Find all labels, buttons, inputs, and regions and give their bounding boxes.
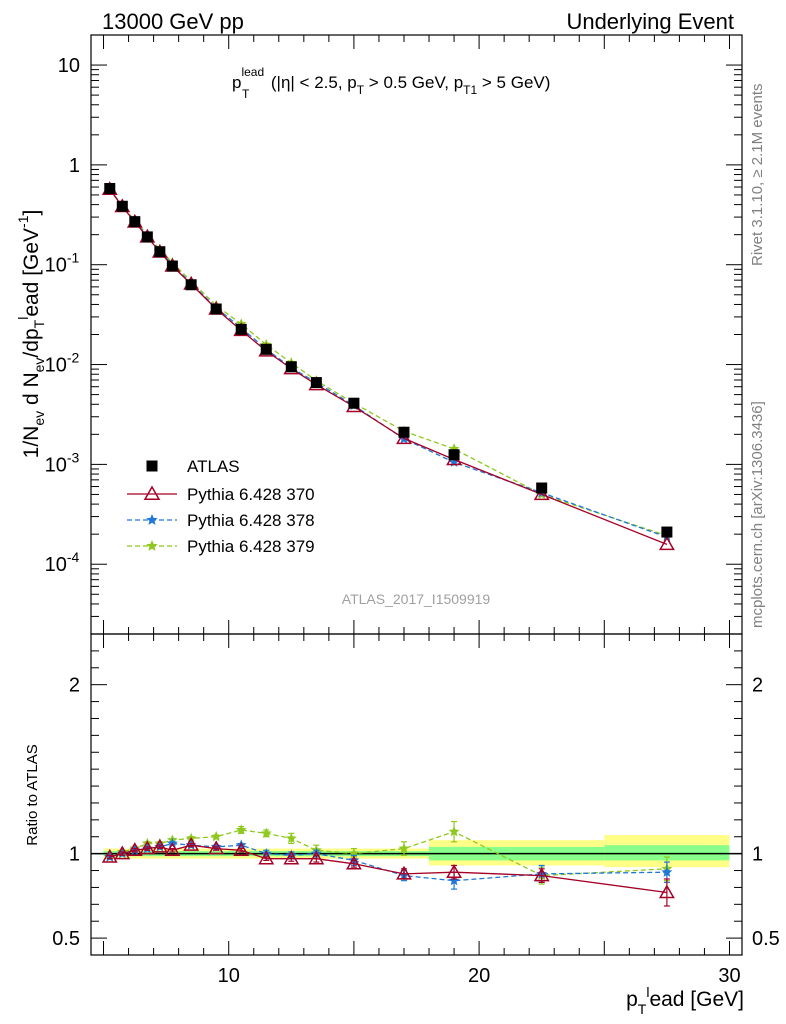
rivet-label: Rivet 3.1.10, ≥ 2.1M events [749,84,766,267]
x-tick-label: 30 [718,965,740,987]
point-p370 [658,536,675,551]
main-title-rest3: > 5 GeV) [477,73,550,92]
point-atlas [104,183,116,195]
series-line-p379 [109,188,668,537]
ratio-point-p379 [260,827,272,838]
ratio-point-p370 [396,865,412,880]
band-green [604,845,730,861]
main-title-sup: lead [241,65,264,79]
analysis-watermark: ATLAS_2017_I1509919 [342,591,491,607]
ratio-point-p370 [258,850,275,865]
mcplots-label: mcplots.cern.ch [arXiv:1306.3436] [749,401,766,628]
ratio-point-p379 [210,831,222,842]
legend-marker-p379 [146,540,158,551]
legend-label-p370: Pythia 6.428 370 [187,485,315,504]
point-atlas [154,246,166,258]
ratio-point-p370 [183,837,200,851]
ratio-ytick-label: 0.5 [52,928,80,950]
point-atlas [348,397,360,409]
ratio-ytick-label-right: 1 [752,844,763,866]
main-ytick-label: 10-3 [45,449,80,476]
main-title-rest1: (|η| < 2.5, p [266,73,357,92]
point-atlas [448,449,460,461]
ratio-point-p370 [139,840,156,855]
main-plot: 10 1 10-1 10-2 10-3 10-4 [45,34,743,635]
ratio-ytick-label-right: 0.5 [752,928,780,950]
point-atlas [166,260,178,272]
legend-marker-atlas [146,460,158,472]
x-axis-label: pTlead [GeV] [626,984,744,1017]
main-title-rest2: > 0.5 GeV, p [364,73,463,92]
point-p370 [533,486,550,501]
ratio-point-p379 [285,832,297,844]
ratio-ytick-label: 1 [69,844,80,866]
main-title-sub2: T [357,83,365,97]
ratio-point-p370 [164,842,181,856]
ratio-ytick-label: 2 [69,675,80,697]
ratio-line-p379 [109,829,667,877]
ratio-point-p379 [235,824,247,835]
main-ytick-label: 10-4 [45,549,80,576]
ratio-plot: 10 20 30 0.5 0.5 1 1 2 2 [52,633,780,987]
main-ylabel: 1/Nev d Nev/dpTlead [GeV-1] [15,210,47,459]
point-atlas [285,361,297,373]
ratio-point-p378 [661,866,673,877]
legend-marker-p370 [143,485,161,500]
legend-label-atlas: ATLAS [187,457,240,476]
ratio-point-p370 [533,867,550,882]
ratio-point-p370 [233,842,250,856]
ratio-ytick-label-right: 2 [752,675,763,697]
main-ytick-label: 10-2 [45,350,80,377]
x-tick-label: 20 [468,965,490,987]
main-ytick-label: 10 [58,55,80,77]
main-title-sub3: T1 [463,83,477,97]
ratio-point-p370 [283,850,300,865]
main-title: plead (|η| < 2.5, pT > 0.5 GeV, pT1 > 5 … [232,65,550,97]
ratio-point-p370 [345,855,362,870]
ratio-point-p370 [101,848,118,863]
header-left: 13000 GeV pp [102,9,244,34]
ratio-point-p370 [446,864,463,878]
main-ytick-label: 1 [69,155,80,177]
point-atlas [116,200,128,212]
ratio-point-p370 [126,842,143,856]
point-atlas [398,426,410,438]
point-atlas [185,279,197,291]
ratio-point-p370 [308,850,325,865]
header-right: Underlying Event [566,9,734,34]
main-title-p: p [232,73,241,92]
point-atlas [141,231,153,243]
point-atlas [210,303,222,315]
main-ytick-label: 10-1 [45,250,80,277]
x-tick-label: 10 [218,965,240,987]
legend: ATLAS Pythia 6.428 370 Pythia 6.428 378 Pyt… [127,457,315,556]
legend-marker-p378 [146,514,158,525]
ratio-point-p379 [398,842,410,854]
point-atlas [661,526,673,538]
legend-label-p378: Pythia 6.428 378 [187,511,315,530]
ratio-point-p379 [448,825,460,837]
ratio-point-p370 [151,838,168,853]
ratio-point-p370 [114,845,131,860]
point-atlas [129,216,141,228]
point-atlas [235,323,247,335]
ratio-point-p378 [448,874,460,886]
svg-text:1/Nev d Nev/dpTlead [GeV-1]: 1/Nev d Nev/dpTlead [GeV-1] [15,210,47,459]
point-atlas [536,482,548,494]
ratio-point-p370 [208,840,225,855]
main-title-sub: T [242,87,250,101]
point-atlas [310,377,322,389]
legend-label-p379: Pythia 6.428 379 [187,537,315,556]
point-atlas [260,343,272,355]
ratio-point-p370 [658,884,675,899]
ratio-frame [90,633,743,956]
ratio-ylabel: Ratio to ATLAS [24,744,41,845]
